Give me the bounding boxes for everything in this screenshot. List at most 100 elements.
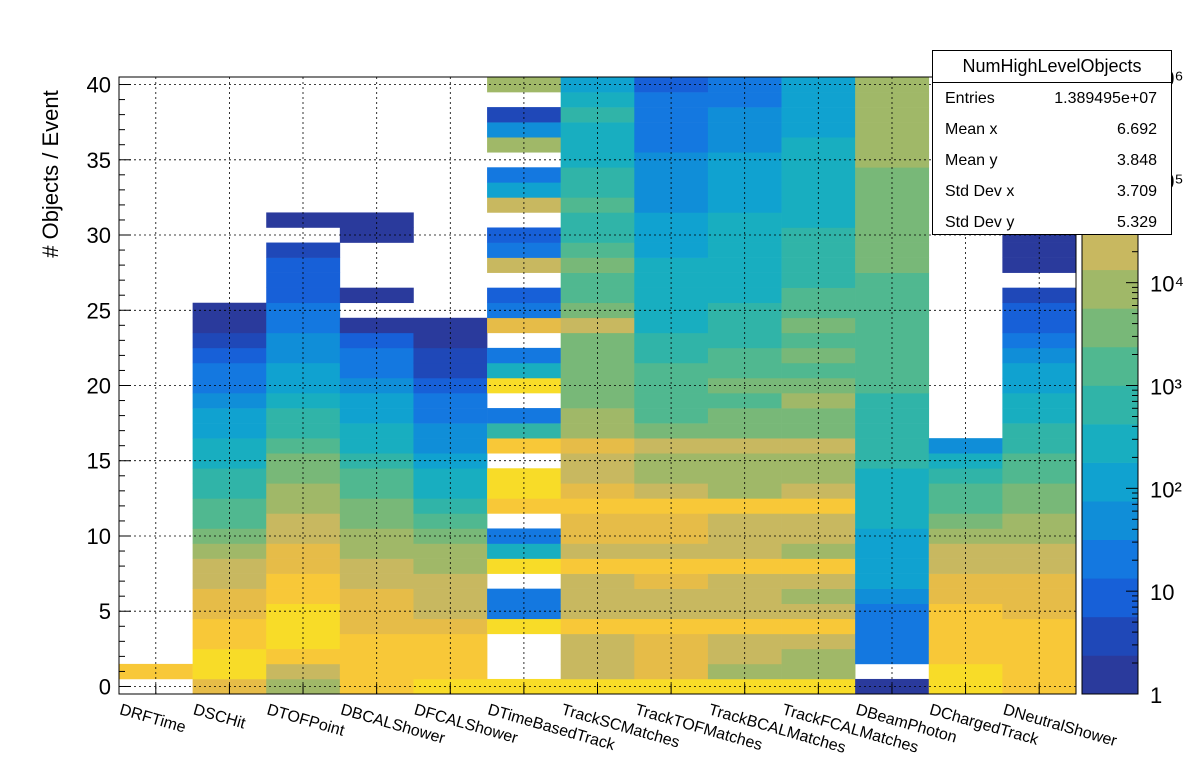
heatmap-cell <box>560 167 635 183</box>
heatmap-cell <box>781 152 856 168</box>
heatmap-cell <box>855 603 930 620</box>
heatmap-cell <box>339 663 414 680</box>
stats-row: Mean y 3.848 <box>933 145 1171 176</box>
heatmap-cell <box>266 272 341 288</box>
heatmap-cell <box>339 543 414 559</box>
heatmap-cell <box>928 438 1003 454</box>
heatmap-cell <box>266 558 341 574</box>
heatmap-cell <box>781 603 856 620</box>
heatmap-cell <box>192 633 267 650</box>
heatmap-cell <box>1002 257 1077 273</box>
heatmap-cell <box>928 633 1003 650</box>
heatmap-cell <box>855 362 930 379</box>
heatmap-cell <box>707 468 782 484</box>
heatmap-cell <box>1002 618 1077 635</box>
stats-row-value: 5.329 <box>1116 214 1157 231</box>
y-tick-label: 0 <box>99 674 111 699</box>
heatmap-cell <box>634 633 709 650</box>
heatmap-cell <box>781 377 856 394</box>
heatmap-cell <box>855 257 930 273</box>
heatmap-cell <box>192 423 267 439</box>
heatmap-cell <box>781 347 856 364</box>
heatmap-cell <box>855 107 930 123</box>
heatmap-cell <box>560 212 635 228</box>
y-tick-label: 15 <box>87 449 111 474</box>
heatmap-cell <box>560 468 635 484</box>
heatmap-cell <box>339 558 414 574</box>
heatmap-cell <box>487 543 561 559</box>
heatmap-cell <box>855 167 930 183</box>
heatmap-cell <box>413 362 488 379</box>
y-tick-label: 40 <box>87 73 111 98</box>
heatmap-cell <box>781 423 856 439</box>
heatmap-cell <box>560 317 635 334</box>
heatmap-cell <box>487 483 561 499</box>
heatmap-cell <box>413 633 488 650</box>
heatmap-cell <box>781 408 856 424</box>
heatmap-cell <box>560 362 635 379</box>
color-scale-band <box>1082 462 1138 502</box>
heatmap-cell <box>634 182 709 198</box>
heatmap-cell <box>928 588 1003 605</box>
heatmap-cell <box>339 227 414 243</box>
stats-row: Entries 1.389495e+07 <box>933 83 1171 114</box>
heatmap-cells <box>119 77 1077 695</box>
heatmap-cell <box>928 663 1003 680</box>
heatmap-cell <box>928 618 1003 635</box>
heatmap-cell <box>339 573 414 589</box>
y-tick-label: 5 <box>99 599 111 624</box>
heatmap-cell <box>855 227 930 243</box>
heatmap-cell <box>560 588 635 605</box>
heatmap-cell <box>192 648 267 665</box>
heatmap-cell <box>560 603 635 620</box>
heatmap-cell <box>855 377 930 394</box>
heatmap-cell <box>634 347 709 364</box>
heatmap-cell <box>192 588 267 605</box>
heatmap-cell <box>192 618 267 635</box>
heatmap-cell <box>192 498 267 514</box>
heatmap-cell <box>781 393 856 409</box>
heatmap-cell <box>855 152 930 168</box>
heatmap-cell <box>560 377 635 394</box>
color-scale-band <box>1082 501 1138 541</box>
heatmap-cell <box>413 618 488 635</box>
y-tick-label: 20 <box>87 374 111 399</box>
heatmap-cell <box>781 528 856 544</box>
heatmap-cell <box>487 317 561 334</box>
heatmap-cell <box>781 272 856 288</box>
heatmap-cell <box>707 558 782 574</box>
heatmap-cell <box>634 272 709 288</box>
heatmap-cell <box>487 122 561 138</box>
heatmap-cell <box>1002 332 1077 349</box>
heatmap-cell <box>560 633 635 650</box>
heatmap-cell <box>634 393 709 409</box>
heatmap-cell <box>855 558 930 574</box>
heatmap-cell <box>266 603 341 620</box>
stats-box: NumHighLevelObjects Entries 1.389495e+07 M… <box>932 50 1172 235</box>
heatmap-cell <box>707 483 782 499</box>
y-tick-label: 10 <box>87 524 111 549</box>
heatmap-cell <box>855 528 930 544</box>
heatmap-cell <box>855 438 930 454</box>
heatmap-cell <box>266 362 341 379</box>
heatmap-cell <box>266 332 341 349</box>
y-tick-label: 35 <box>87 148 111 173</box>
heatmap-cell <box>928 468 1003 484</box>
heatmap-cell <box>339 332 414 349</box>
color-scale-band <box>1082 655 1138 695</box>
heatmap-cell <box>1002 423 1077 439</box>
heatmap-cell <box>707 618 782 635</box>
heatmap-cell <box>192 393 267 409</box>
heatmap-cell <box>634 618 709 635</box>
heatmap-cell <box>781 663 856 680</box>
heatmap-cell <box>487 498 561 514</box>
heatmap-cell <box>192 468 267 484</box>
stats-row: Mean x 6.692 <box>933 114 1171 145</box>
heatmap-cell <box>781 332 856 349</box>
heatmap-cell <box>781 618 856 635</box>
heatmap-cell <box>1002 317 1077 334</box>
heatmap-cell <box>560 347 635 364</box>
heatmap-cell <box>707 317 782 334</box>
z-tick-label: 10² <box>1150 477 1182 502</box>
heatmap-cell <box>192 332 267 349</box>
